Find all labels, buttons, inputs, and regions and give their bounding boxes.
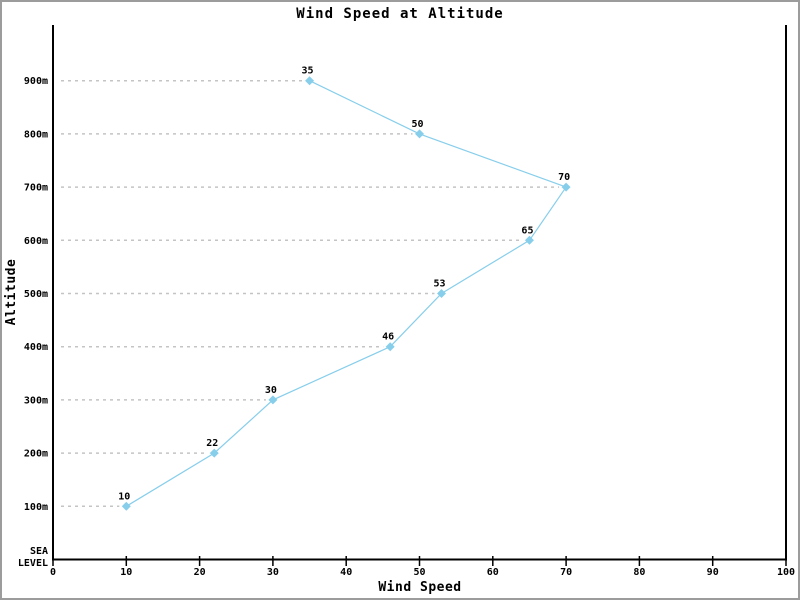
data-point-label: 70 xyxy=(558,172,570,183)
data-point-label: 35 xyxy=(302,66,314,77)
sea-level-label: LEVEL xyxy=(18,558,48,569)
x-axis-label: Wind Speed xyxy=(378,580,461,595)
data-point-label: 10 xyxy=(118,491,130,502)
data-point-marker xyxy=(436,289,446,298)
data-point-label: 53 xyxy=(433,279,445,290)
x-tick-label: 20 xyxy=(194,567,206,578)
x-tick-label: 90 xyxy=(707,567,719,578)
y-tick-label: 400m xyxy=(24,342,48,353)
x-tick-label: 80 xyxy=(633,567,645,578)
y-tick-label: 600m xyxy=(24,236,48,247)
data-point-label: 22 xyxy=(206,438,218,449)
y-tick-label: 800m xyxy=(24,129,48,140)
x-tick-label: 50 xyxy=(413,567,425,578)
x-tick-label: 60 xyxy=(487,567,499,578)
x-tick-label: 100 xyxy=(777,567,795,578)
data-point-label: 46 xyxy=(382,332,394,343)
y-tick-label: 500m xyxy=(24,289,48,300)
y-tick-label: 200m xyxy=(24,449,48,460)
y-tick-label: 700m xyxy=(24,183,48,194)
y-axis-label: Altitude xyxy=(4,259,19,326)
data-point-marker xyxy=(121,501,131,511)
y-tick-label: 100m xyxy=(24,502,48,513)
x-tick-label: 30 xyxy=(267,567,279,578)
data-point-label: 50 xyxy=(411,119,423,130)
data-point-marker xyxy=(268,395,278,405)
y-tick-label: 900m xyxy=(24,76,48,87)
sea-level-label: SEA xyxy=(30,546,48,557)
plot-content: 10 22 30 46 53 65 70 50 35 0 10 20 30 40 50 60 70 80 90 100… xyxy=(18,25,795,578)
series-line xyxy=(125,80,568,507)
y-tick-label: 300m xyxy=(24,395,48,406)
data-point-marker xyxy=(209,448,219,458)
data-point-marker xyxy=(415,129,424,139)
data-point-label: 30 xyxy=(265,385,277,396)
data-point-marker xyxy=(305,76,315,86)
data-point-marker xyxy=(561,182,571,192)
data-point-marker xyxy=(385,342,395,352)
chart-title: Wind Speed at Altitude xyxy=(296,6,503,22)
x-tick-label: 70 xyxy=(560,567,572,578)
x-tick-label: 10 xyxy=(120,567,132,578)
x-tick-label: 0 xyxy=(50,567,56,578)
x-tick-label: 40 xyxy=(340,567,352,578)
data-point-marker xyxy=(524,235,534,245)
data-point-label: 65 xyxy=(521,225,533,236)
